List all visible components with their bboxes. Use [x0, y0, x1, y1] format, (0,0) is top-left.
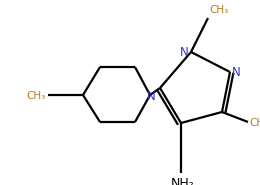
- Text: CH₃: CH₃: [249, 118, 260, 128]
- Text: N: N: [232, 66, 241, 80]
- Text: N: N: [180, 46, 189, 60]
- Text: CH₃: CH₃: [27, 91, 46, 101]
- Text: CH₃: CH₃: [209, 5, 228, 15]
- Text: N: N: [147, 90, 155, 102]
- Text: NH₂: NH₂: [171, 177, 195, 185]
